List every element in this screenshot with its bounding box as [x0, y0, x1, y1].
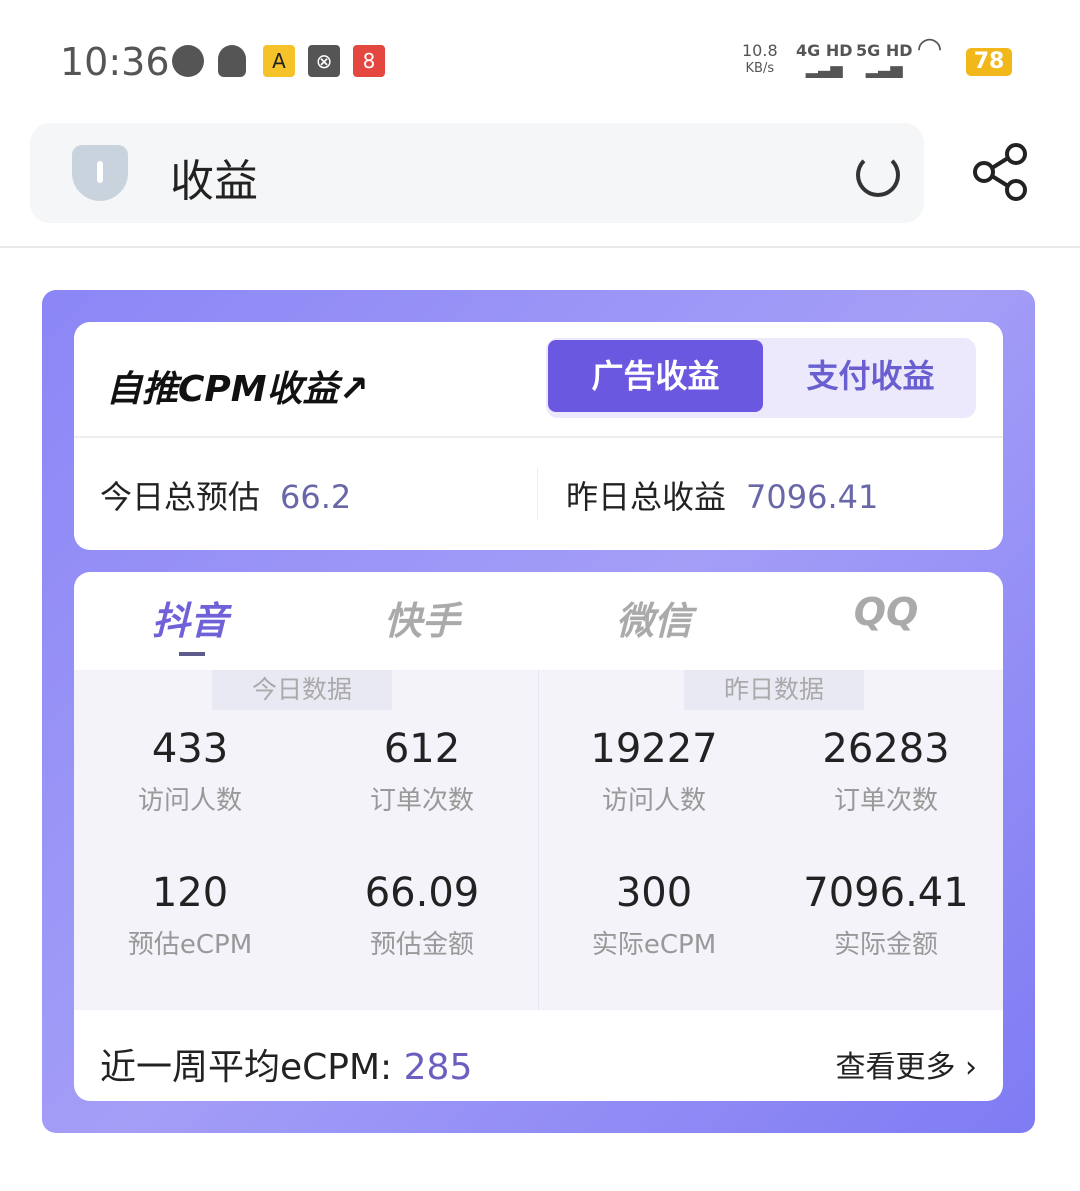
refresh-icon[interactable]	[856, 153, 900, 197]
stat-value: 66.09	[364, 870, 480, 916]
summary-card: 自推CPM收益↗ 广告收益 支付收益 今日总预估 66.2 昨日总收益 7096.4…	[74, 322, 1003, 550]
status-bar: 10:36 A ⊗ 8 10.8 KB/s 4G HD ▂▃▅ 5G HD ▂▃▅ ◠…	[0, 0, 1080, 110]
stat-value: 433	[151, 726, 229, 772]
stat-label: 访问人数	[137, 786, 242, 816]
clock: 10:36	[60, 40, 170, 84]
cpm-logo: 自推CPM收益↗	[106, 369, 369, 410]
today-total-label: 今日总预估	[100, 478, 261, 516]
divider	[537, 468, 538, 520]
view-more-link[interactable]: 查看更多 ›	[835, 1050, 977, 1085]
today-data-header: 今日数据	[212, 670, 392, 710]
weekly-avg-label: 近一周平均eCPM:	[100, 1047, 404, 1088]
signal-5g: 5G HD ▂▃▅	[856, 42, 913, 78]
divider	[538, 670, 539, 1010]
stat-label: 订单次数	[369, 786, 474, 816]
weekly-avg-value: 285	[403, 1047, 473, 1088]
tab-qq[interactable]: QQ	[853, 590, 919, 634]
stat-label: 预估金额	[369, 930, 474, 960]
net1-label: 4G HD	[796, 41, 853, 60]
stat-value: 120	[151, 870, 229, 916]
tab-kuaishou[interactable]: 快手	[383, 599, 460, 643]
weekly-avg-ecpm: 近一周平均eCPM: 285	[100, 1038, 472, 1090]
video-app-icon: 8	[353, 45, 385, 77]
stat-item: 7096.41 实际金额	[770, 870, 1002, 961]
stat-label: 实际eCPM	[591, 930, 717, 960]
stat-value: 19227	[590, 726, 718, 772]
stat-item: 433 访问人数	[74, 726, 306, 817]
revenue-panel: 自推CPM收益↗ 广告收益 支付收益 今日总预估 66.2 昨日总收益 7096.4…	[42, 290, 1035, 1133]
tab-wechat[interactable]: 微信	[615, 599, 692, 643]
stat-item: 19227 访问人数	[538, 726, 770, 817]
ad-revenue-tab[interactable]: 广告收益	[548, 340, 763, 412]
shield-icon	[72, 145, 128, 201]
yesterday-total: 昨日总收益 7096.41	[566, 472, 878, 518]
wifi-icon: ◠	[918, 31, 942, 66]
stat-value: 26283	[822, 726, 950, 772]
stat-item: 66.09 预估金额	[306, 870, 538, 961]
stat-item: 300 实际eCPM	[538, 870, 770, 961]
stat-item: 26283 订单次数	[770, 726, 1002, 817]
speed-unit: KB/s	[745, 61, 775, 76]
battery-icon: 78	[966, 48, 1012, 76]
divider	[74, 436, 1003, 438]
active-tab-indicator	[179, 652, 205, 656]
today-total: 今日总预估 66.2	[100, 472, 351, 518]
stat-value: 300	[615, 870, 693, 916]
yesterday-total-label: 昨日总收益	[566, 478, 727, 516]
platform-card: 抖音 快手 微信 QQ 今日数据 昨日数据 433 访问人数 612 订单次数 19…	[74, 572, 1003, 1101]
app-a-icon: A	[263, 45, 295, 77]
stat-label: 预估eCPM	[127, 930, 253, 960]
stats-panel: 今日数据 昨日数据 433 访问人数 612 订单次数 19227 访问人数 2628…	[74, 670, 1003, 1010]
yesterday-total-value: 7096.41	[746, 478, 879, 516]
divider	[0, 246, 1080, 248]
stat-label: 实际金额	[833, 930, 938, 960]
net2-label: 5G HD	[856, 41, 913, 60]
network-speed: 10.8 KB/s	[742, 42, 778, 78]
signal-bars-icon: ▂▃▅	[805, 59, 843, 78]
title-bar: 收益	[30, 123, 924, 223]
revenue-type-toggle: 广告收益 支付收益	[546, 338, 976, 418]
stat-item: 120 预估eCPM	[74, 870, 306, 961]
stat-item: 612 订单次数	[306, 726, 538, 817]
yesterday-data-header: 昨日数据	[684, 670, 864, 710]
stat-label: 访问人数	[601, 786, 706, 816]
uc-browser-icon: ⊗	[308, 45, 340, 77]
page-title: 收益	[170, 156, 258, 207]
tab-douyin[interactable]: 抖音	[151, 599, 228, 643]
share-icon[interactable]	[970, 140, 1030, 204]
signal-bars-icon: ▂▃▅	[865, 59, 903, 78]
today-total-value: 66.2	[280, 478, 352, 516]
stat-label: 订单次数	[833, 786, 938, 816]
signal-4g: 4G HD ▂▃▅	[796, 42, 853, 78]
qq-icon	[218, 45, 246, 77]
message-icon	[172, 45, 204, 77]
stat-value: 612	[383, 726, 461, 772]
payment-revenue-tab[interactable]: 支付收益	[806, 357, 935, 395]
stat-value: 7096.41	[803, 870, 969, 916]
speed-value: 10.8	[742, 41, 778, 60]
